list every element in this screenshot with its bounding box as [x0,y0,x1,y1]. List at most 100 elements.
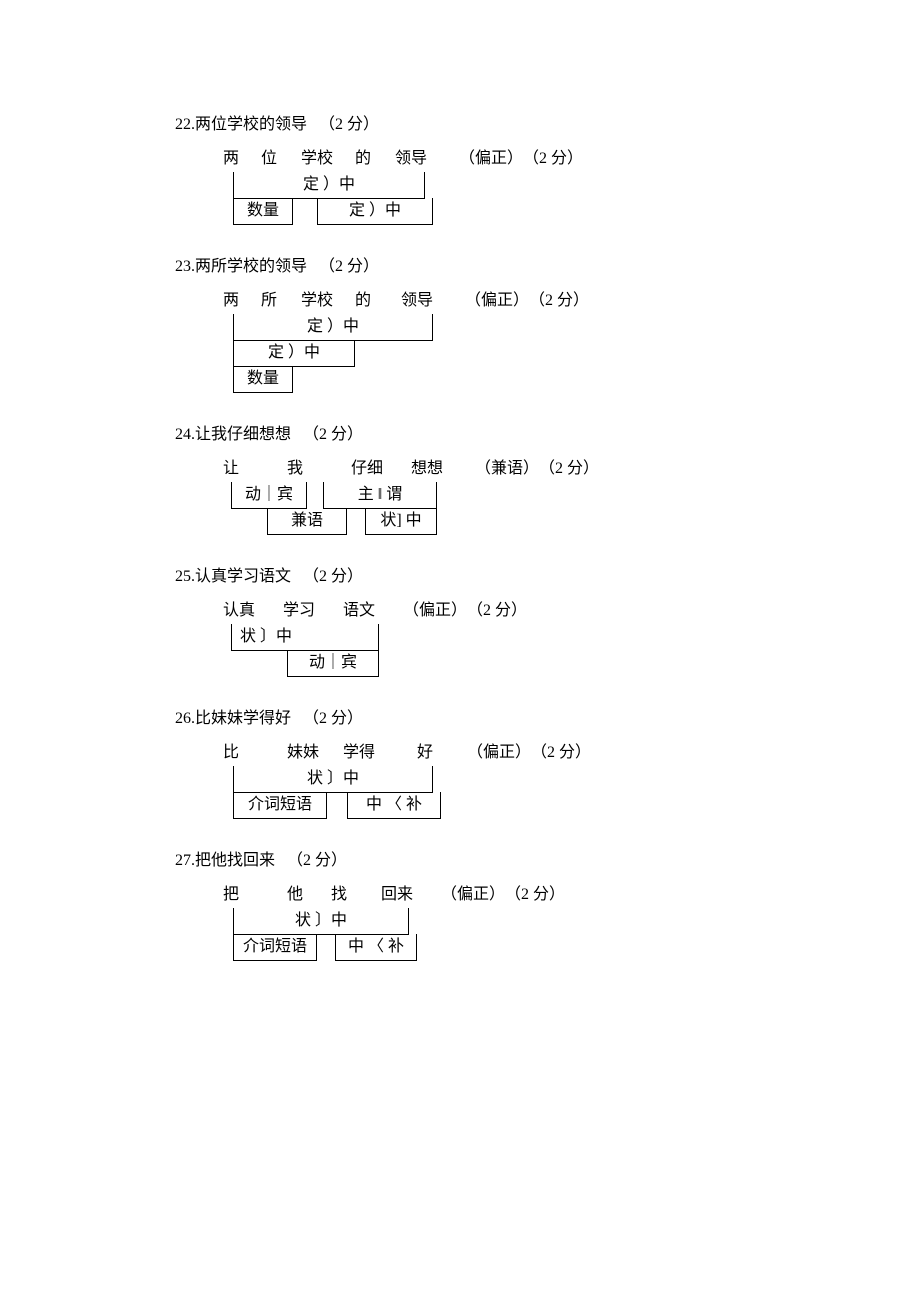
w: 两 [223,144,257,168]
w: 认真 [223,596,279,620]
item-27-diagram: 把 他 找 回来 （偏正）（2 分） 状 〕中 介词短语 中 〈 补 [223,880,750,960]
bracket: 定 ）中 [233,314,433,341]
q-pts: （2 分） [319,116,379,133]
q-text: 比妹妹学得好 [195,710,291,727]
item-23-diagram: 两 所 学校 的 领导 （偏正）（2 分） 定 ）中 定 ）中 数量 [223,286,750,392]
bracket: 动｜宾 [231,482,307,509]
w: 领导 [395,144,455,168]
type-pts: （2 分） [505,880,565,904]
q-text: 认真学习语文 [195,568,291,585]
bracket: 动｜宾 [287,650,379,677]
page: 22.两位学校的领导 （2 分） 两 位 学校 的 领导 （偏正）（2 分） 定… [0,0,920,1302]
bracket-row: 数量 定 ）中 [223,198,750,224]
item-25-diagram: 认真 学习 语文 （偏正）（2 分） 状 〕中 动｜宾 [223,596,750,676]
bracket: 介词短语 [233,792,327,819]
bracket-row: 介词短语 中 〈 补 [223,792,750,818]
bracket-row: 动｜宾 主 ‖ 谓 [223,482,750,508]
q-num: 27. [175,852,195,869]
item-24-diagram: 让 我 仔细 想想 （兼语）（2 分） 动｜宾 主 ‖ 谓 兼语 状] 中 [223,454,750,534]
w: 比 [223,738,283,762]
w: 位 [261,144,297,168]
bracket-row: 定 ）中 [223,340,750,366]
w: 想想 [411,454,471,478]
item-22: 22.两位学校的领导 （2 分） 两 位 学校 的 领导 （偏正）（2 分） 定… [175,110,750,224]
bracket-row: 数量 [223,366,750,392]
bracket-row: 介词短语 中 〈 补 [223,934,750,960]
item-24-title: 24.让我仔细想想 （2 分） [175,420,750,444]
q-num: 22. [175,116,195,133]
w: 的 [355,144,391,168]
type-label: （偏正） [459,144,523,168]
bracket: 兼语 [267,508,347,535]
w: 所 [261,286,297,310]
item-25: 25.认真学习语文 （2 分） 认真 学习 语文 （偏正）（2 分） 状 〕中 … [175,562,750,676]
word-row: 把 他 找 回来 （偏正）（2 分） [223,880,750,904]
type-label: （偏正） [403,596,467,620]
q-text: 把他找回来 [195,852,275,869]
bracket-row: 定 ）中 [223,314,750,340]
bracket: 主 ‖ 谓 [323,482,437,509]
w: 学得 [343,738,413,762]
bracket-row: 动｜宾 [223,650,750,676]
w: 好 [417,738,463,762]
bracket: 数量 [233,198,293,225]
w: 他 [287,880,327,904]
word-row: 两 所 学校 的 领导 （偏正）（2 分） [223,286,750,310]
item-26-title: 26.比妹妹学得好 （2 分） [175,704,750,728]
w: 两 [223,286,257,310]
w: 领导 [401,286,461,310]
type-label: （偏正） [441,880,505,904]
w: 学习 [283,596,339,620]
item-25-title: 25.认真学习语文 （2 分） [175,562,750,586]
bracket-row: 状 〕中 [223,766,750,792]
bracket: 中 〈 补 [347,792,441,819]
word-row: 比 妹妹 学得 好 （偏正）（2 分） [223,738,750,762]
bracket: 状 〕中 [233,766,433,793]
item-27: 27.把他找回来 （2 分） 把 他 找 回来 （偏正）（2 分） 状 〕中 介… [175,846,750,960]
bracket-row: 定 ）中 [223,172,750,198]
word-row: 认真 学习 语文 （偏正）（2 分） [223,596,750,620]
word-row: 让 我 仔细 想想 （兼语）（2 分） [223,454,750,478]
q-num: 25. [175,568,195,585]
item-24: 24.让我仔细想想 （2 分） 让 我 仔细 想想 （兼语）（2 分） 动｜宾 … [175,420,750,534]
item-26-diagram: 比 妹妹 学得 好 （偏正）（2 分） 状 〕中 介词短语 中 〈 补 [223,738,750,818]
w: 学校 [301,286,351,310]
item-23: 23.两所学校的领导 （2 分） 两 所 学校 的 领导 （偏正）（2 分） 定… [175,252,750,392]
type-pts: （2 分） [531,738,591,762]
q-text: 两位学校的领导 [195,116,307,133]
q-text: 两所学校的领导 [195,258,307,275]
w: 仔细 [351,454,407,478]
q-pts: （2 分） [287,852,347,869]
type-pts: （2 分） [529,286,589,310]
type-pts: （2 分） [523,144,583,168]
bracket: 定 ）中 [233,172,425,199]
item-23-title: 23.两所学校的领导 （2 分） [175,252,750,276]
w: 语文 [343,596,399,620]
type-label: （兼语） [475,454,539,478]
q-pts: （2 分） [303,568,363,585]
bracket: 状 〕中 [231,624,379,651]
q-num: 23. [175,258,195,275]
w: 回来 [381,880,437,904]
w: 妹妹 [287,738,339,762]
bracket: 介词短语 [233,934,317,961]
bracket: 定 ）中 [317,198,433,225]
type-pts: （2 分） [539,454,599,478]
q-text: 让我仔细想想 [195,426,291,443]
bracket-row: 状 〕中 [223,908,750,934]
bracket: 数量 [233,366,293,393]
q-pts: （2 分） [303,426,363,443]
w: 让 [223,454,283,478]
w: 学校 [301,144,351,168]
q-pts: （2 分） [319,258,379,275]
bracket: 状] 中 [365,508,437,535]
w: 我 [287,454,347,478]
type-pts: （2 分） [467,596,527,620]
bracket-row: 兼语 状] 中 [223,508,750,534]
q-pts: （2 分） [303,710,363,727]
bracket-row: 状 〕中 [223,624,750,650]
w: 找 [331,880,377,904]
item-22-diagram: 两 位 学校 的 领导 （偏正）（2 分） 定 ）中 数量 定 ）中 [223,144,750,224]
w: 把 [223,880,283,904]
type-label: （偏正） [467,738,531,762]
